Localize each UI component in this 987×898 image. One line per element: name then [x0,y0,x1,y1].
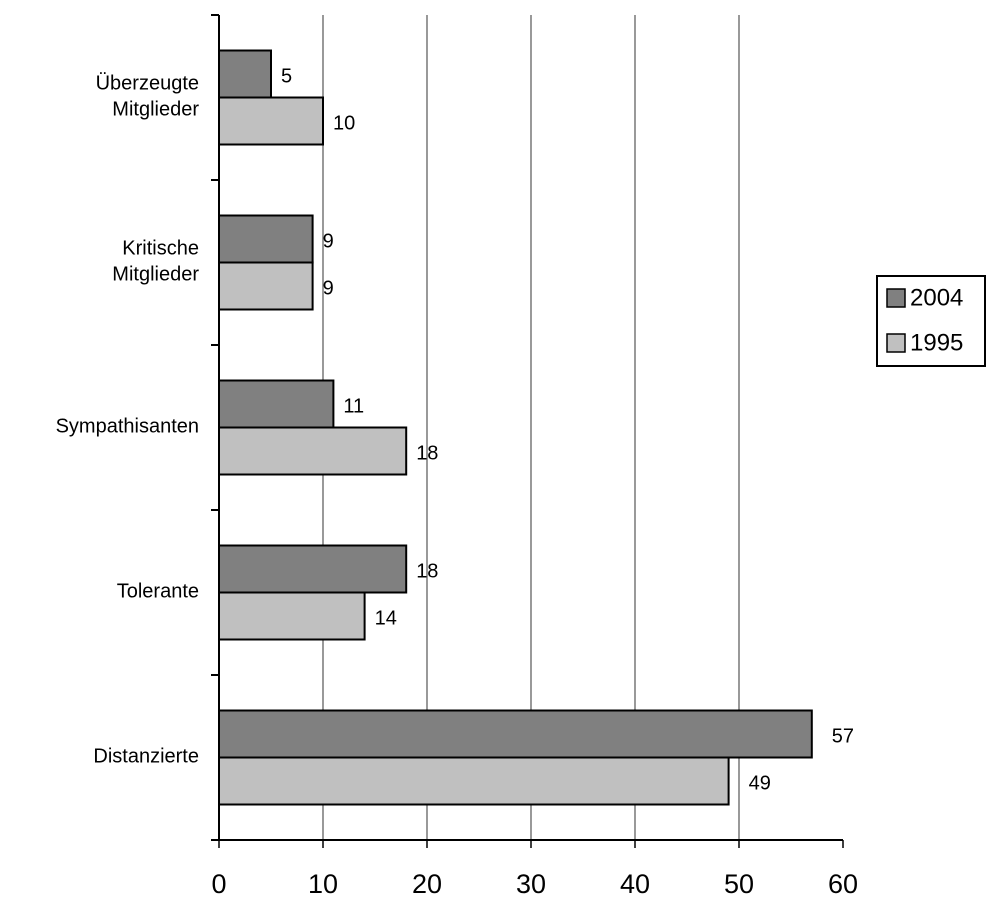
legend-swatch [886,333,906,353]
bar [218,756,730,806]
y-tick-label: Kritische Mitglieder [112,238,199,286]
value-label: 10 [333,112,355,134]
value-label: 11 [343,395,364,417]
value-label: 5 [281,65,292,87]
y-tick-label: Sympathisanten [56,416,199,438]
bar [218,96,324,146]
bar [218,379,335,429]
x-tick-label: 40 [620,869,650,898]
x-tick-label: 20 [412,869,442,898]
x-tick-label: 50 [724,869,754,898]
value-label: 14 [375,607,397,629]
y-tick-label: Überzeugte Mitglieder [96,73,200,121]
value-label: 9 [323,230,334,252]
value-label: 18 [416,442,438,464]
value-label: 57 [832,725,854,747]
x-tick-label: 60 [828,869,858,898]
value-label: 49 [749,772,771,794]
value-label: 9 [323,277,334,299]
bar [218,544,408,594]
legend-label: 2004 [910,284,963,311]
bar [218,709,813,759]
legend-swatch [886,288,906,308]
bar [218,261,314,311]
x-tick-label: 10 [308,869,338,898]
y-tick-label: Tolerante [117,581,199,603]
bar [218,49,272,99]
bar [218,591,366,641]
bar [218,426,408,476]
x-tick-label: 30 [516,869,546,898]
y-tick-label: Distanzierte [93,746,199,768]
bar [218,214,314,264]
value-label: 18 [416,560,438,582]
legend-label: 1995 [910,329,963,356]
x-tick-label: 0 [211,869,226,898]
